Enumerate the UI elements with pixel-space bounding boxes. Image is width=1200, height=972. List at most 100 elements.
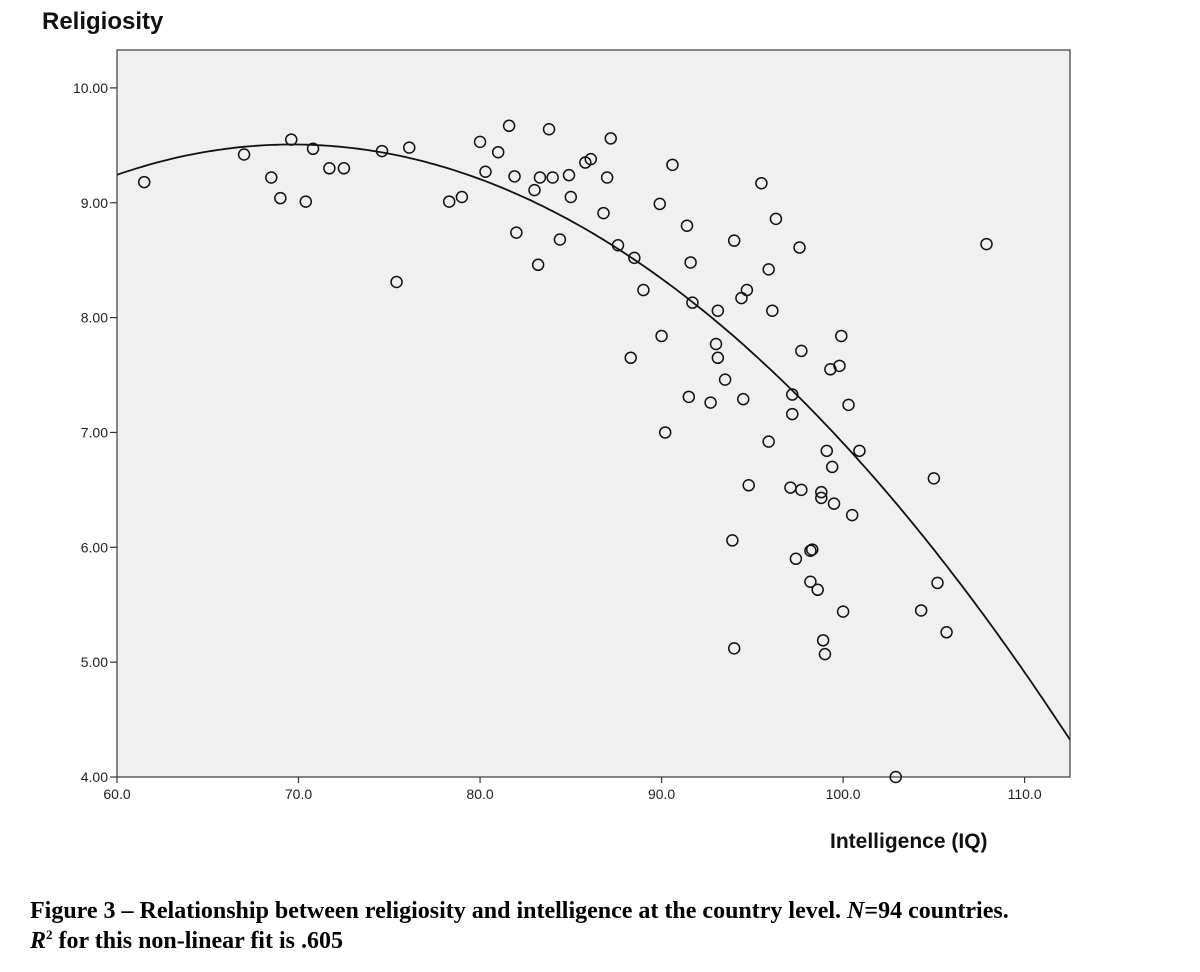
data-point: [604, 132, 617, 145]
data-point: [442, 195, 456, 208]
data-point: [510, 226, 523, 239]
data-point: [762, 435, 775, 448]
data-points: [137, 119, 993, 784]
data-point: [655, 329, 668, 343]
data-point: [931, 576, 944, 590]
data-point: [637, 283, 650, 297]
data-point: [542, 122, 556, 136]
y-tick-label: 10.00: [73, 80, 108, 96]
x-axis-title: Intelligence (IQ): [830, 830, 988, 853]
data-point: [265, 171, 278, 184]
y-tick-label: 9.00: [81, 195, 108, 211]
x-tick-label: 80.0: [466, 786, 493, 802]
data-point: [845, 508, 859, 522]
data-point: [786, 407, 799, 421]
data-point: [718, 373, 732, 386]
data-point: [804, 544, 817, 557]
y-tick-label: 4.00: [81, 769, 108, 785]
caption-r-text: for this non-linear fit is .605: [52, 928, 343, 954]
scatter-chart: Religiosity 4.00 5.00 6.00 7.00 8.00 9.00 10.0…: [42, 8, 1071, 853]
x-axis: 60.0 70.0 80.0 90.0 100.0 110.0: [103, 777, 1042, 802]
data-point: [274, 191, 287, 205]
data-point: [686, 296, 699, 309]
y-tick-label: 6.00: [81, 539, 108, 555]
data-point: [237, 148, 251, 161]
data-point: [711, 304, 725, 317]
data-point: [766, 304, 779, 317]
y-tick-label: 8.00: [81, 310, 108, 326]
data-point: [762, 263, 775, 276]
caption-r-symbol: R: [30, 928, 47, 954]
data-point: [816, 634, 830, 647]
data-point: [727, 234, 741, 247]
plot-area: [116, 49, 1071, 778]
data-point: [624, 351, 637, 365]
data-point: [323, 162, 336, 175]
y-axis: 4.00 5.00 6.00 7.00 8.00 9.00 10.00: [73, 80, 117, 785]
x-tick-label: 100.0: [826, 786, 861, 802]
data-point: [299, 195, 313, 208]
data-point: [533, 171, 547, 184]
data-point: [815, 485, 828, 499]
data-point: [833, 359, 846, 373]
data-point: [789, 552, 803, 566]
data-point: [795, 483, 808, 497]
data-point: [889, 770, 902, 784]
data-point: [835, 329, 848, 343]
figure-caption: Figure 3 – Relationship between religios…: [30, 896, 1180, 956]
data-point: [711, 351, 725, 365]
data-point: [726, 534, 739, 547]
data-point: [804, 575, 817, 589]
data-point: [600, 171, 614, 184]
data-point: [479, 165, 492, 178]
data-point: [137, 175, 151, 189]
data-point: [795, 344, 808, 358]
data-point: [473, 135, 487, 149]
data-point: [455, 190, 469, 204]
data-point: [755, 176, 768, 190]
data-point: [337, 162, 351, 175]
x-tick-label: 110.0: [1008, 786, 1042, 802]
data-point: [597, 206, 610, 220]
data-point: [531, 258, 545, 272]
data-point: [805, 543, 819, 556]
data-point: [502, 119, 516, 133]
data-point: [628, 251, 641, 265]
data-point: [666, 158, 679, 172]
data-point: [742, 479, 755, 492]
data-point: [853, 444, 866, 458]
y-tick-label: 5.00: [81, 654, 108, 670]
data-point: [553, 233, 567, 246]
x-tick-label: 60.0: [103, 786, 130, 802]
data-point: [403, 141, 416, 154]
data-point: [980, 237, 993, 251]
y-axis-title: Religiosity: [42, 8, 164, 35]
data-point: [914, 604, 928, 617]
data-point: [306, 142, 320, 156]
data-point: [564, 190, 578, 204]
caption-lead: Figure 3 – Relationship between religios…: [30, 898, 848, 924]
data-point: [842, 398, 855, 412]
data-point: [740, 283, 754, 297]
data-point: [836, 605, 850, 618]
data-point: [820, 444, 834, 458]
x-tick-label: 90.0: [648, 786, 675, 802]
y-tick-label: 7.00: [81, 424, 108, 440]
data-point: [793, 241, 806, 254]
data-point: [709, 337, 723, 351]
data-point: [825, 460, 839, 474]
data-point: [786, 388, 799, 401]
data-point: [704, 396, 717, 409]
data-point: [818, 647, 832, 661]
data-point: [927, 472, 941, 485]
data-point: [727, 642, 741, 655]
data-point: [508, 170, 521, 183]
data-point: [682, 390, 696, 404]
data-point: [827, 497, 841, 510]
data-point: [546, 171, 559, 184]
data-point: [658, 426, 672, 439]
caption-n-text: =94 countries.: [864, 898, 1009, 924]
x-tick-label: 70.0: [285, 786, 312, 802]
data-point: [562, 168, 576, 182]
data-point: [737, 392, 750, 406]
